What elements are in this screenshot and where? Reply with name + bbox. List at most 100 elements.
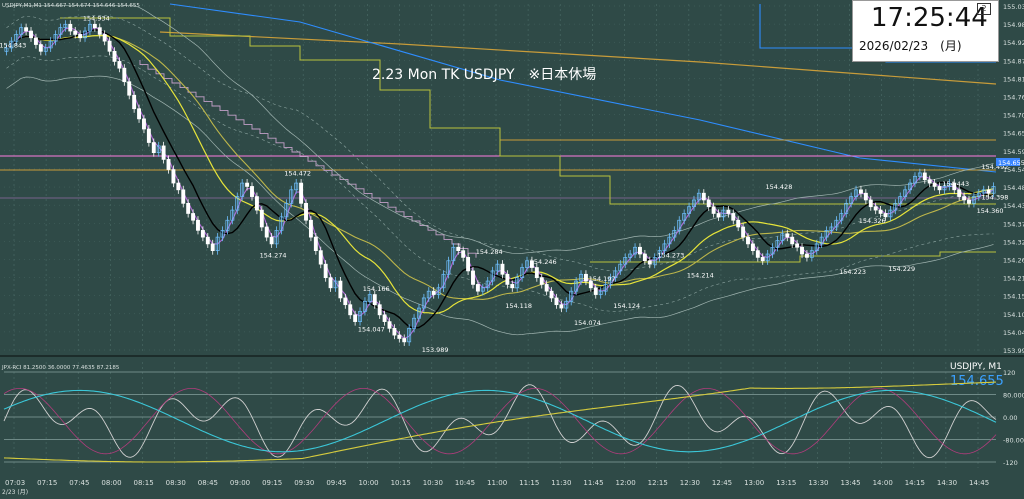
candle-body [917, 172, 922, 177]
candle-body [800, 246, 804, 255]
candle-body [746, 236, 750, 245]
candle-body [500, 263, 505, 275]
candle-body [58, 27, 63, 35]
candle-body [269, 236, 274, 245]
candle-body [127, 81, 132, 96]
candle-body [750, 243, 755, 251]
candle-body [451, 246, 456, 262]
candle-body [716, 213, 721, 218]
time-tick-label: 07:15 [37, 479, 57, 487]
candle-body [839, 213, 844, 221]
candle-body [731, 213, 736, 221]
candle-body [397, 334, 402, 339]
candle-body [313, 236, 318, 251]
candle-body [657, 250, 662, 258]
candle-body [726, 209, 731, 214]
candle-body [274, 230, 279, 245]
candle-body [623, 257, 628, 265]
candle-body [991, 186, 996, 194]
candle-body [63, 23, 68, 29]
candle-body [834, 219, 839, 228]
price-tick-label: 154.265 [1003, 256, 1024, 264]
candle-body [29, 30, 33, 39]
candle-body [854, 189, 858, 197]
candle-body [883, 213, 888, 218]
candle-body [240, 182, 245, 197]
candle-body [569, 290, 574, 302]
price-tick-label: 154.430 [1003, 202, 1024, 210]
candle-body [367, 294, 372, 302]
candle-body [24, 27, 29, 32]
candle-body [765, 253, 770, 262]
candle-body [19, 27, 24, 35]
envelope-lower [6, 75, 994, 336]
price-tick-label: 154.155 [1003, 293, 1024, 301]
candle-body [633, 246, 637, 255]
candle-body [878, 209, 883, 214]
candle-body [583, 273, 588, 282]
candle-body [471, 270, 475, 285]
price-tick-label: 154.485 [1003, 184, 1024, 192]
candle-body [122, 67, 127, 83]
clock-time: 17:25:44 [871, 3, 988, 33]
candle-body [863, 192, 868, 201]
candle-body [181, 189, 186, 204]
donchian-upper-step [60, 17, 996, 205]
price-tick-label: 154.045 [1003, 329, 1024, 337]
time-tick-label: 10:30 [423, 479, 443, 487]
price-tick-label: 154.210 [1003, 275, 1024, 283]
indicator-panel [4, 358, 996, 470]
candle-body [338, 280, 343, 299]
price-label: 154.360 [977, 207, 1004, 215]
clock-icon[interactable]: 2 [977, 3, 991, 15]
candle-body [893, 202, 898, 211]
candle-body [294, 182, 299, 191]
candle-body [196, 219, 200, 231]
price-label: 154.273 [657, 251, 684, 259]
candle-body [146, 128, 151, 143]
candle-body [230, 209, 235, 221]
candle-body [515, 277, 520, 289]
time-tick-label: 14:30 [937, 479, 957, 487]
candle-body [363, 300, 367, 312]
candle-body [672, 230, 677, 238]
candle-body [97, 27, 102, 35]
time-tick-label: 12:45 [712, 479, 732, 487]
candle-body [412, 317, 417, 329]
candle-body [68, 23, 73, 32]
ichimoku-line [169, 3, 997, 173]
candle-body [628, 253, 633, 258]
time-tick-label: 11:00 [487, 479, 507, 487]
candle-body [372, 294, 377, 306]
candle-body [254, 196, 259, 211]
price-tick-label: 155.035 [1003, 3, 1024, 11]
candle-body [588, 280, 593, 289]
time-tick-label: 13:00 [744, 479, 764, 487]
candle-body [819, 236, 824, 245]
time-tick-label: 07:45 [69, 479, 89, 487]
price-label: 154.934 [83, 14, 110, 22]
candle-body [529, 260, 534, 268]
candle-body [259, 209, 264, 228]
time-tick-label: 10:45 [455, 479, 475, 487]
candle-body [962, 196, 967, 201]
price-label: 154.166 [363, 285, 390, 293]
time-tick-label: 11:15 [519, 479, 539, 487]
time-tick-label: 13:30 [808, 479, 828, 487]
price-tick-label: 154.760 [1003, 94, 1024, 102]
candle-body [73, 30, 78, 35]
candle-body [318, 250, 323, 265]
symbol-header: USDJPY,M1,M1 154.667 154.674 154.646 154… [2, 3, 140, 9]
price-tick-label: 153.990 [1003, 347, 1024, 355]
candle-body [579, 273, 583, 282]
time-tick-label: 14:45 [969, 479, 989, 487]
price-tick-label: 154.705 [1003, 112, 1024, 120]
candle-body [14, 34, 19, 42]
candle-body [436, 287, 441, 295]
candle-body [687, 206, 692, 214]
price-label: 154.197 [589, 275, 616, 283]
candle-body [652, 257, 657, 265]
candle-body [790, 236, 795, 245]
